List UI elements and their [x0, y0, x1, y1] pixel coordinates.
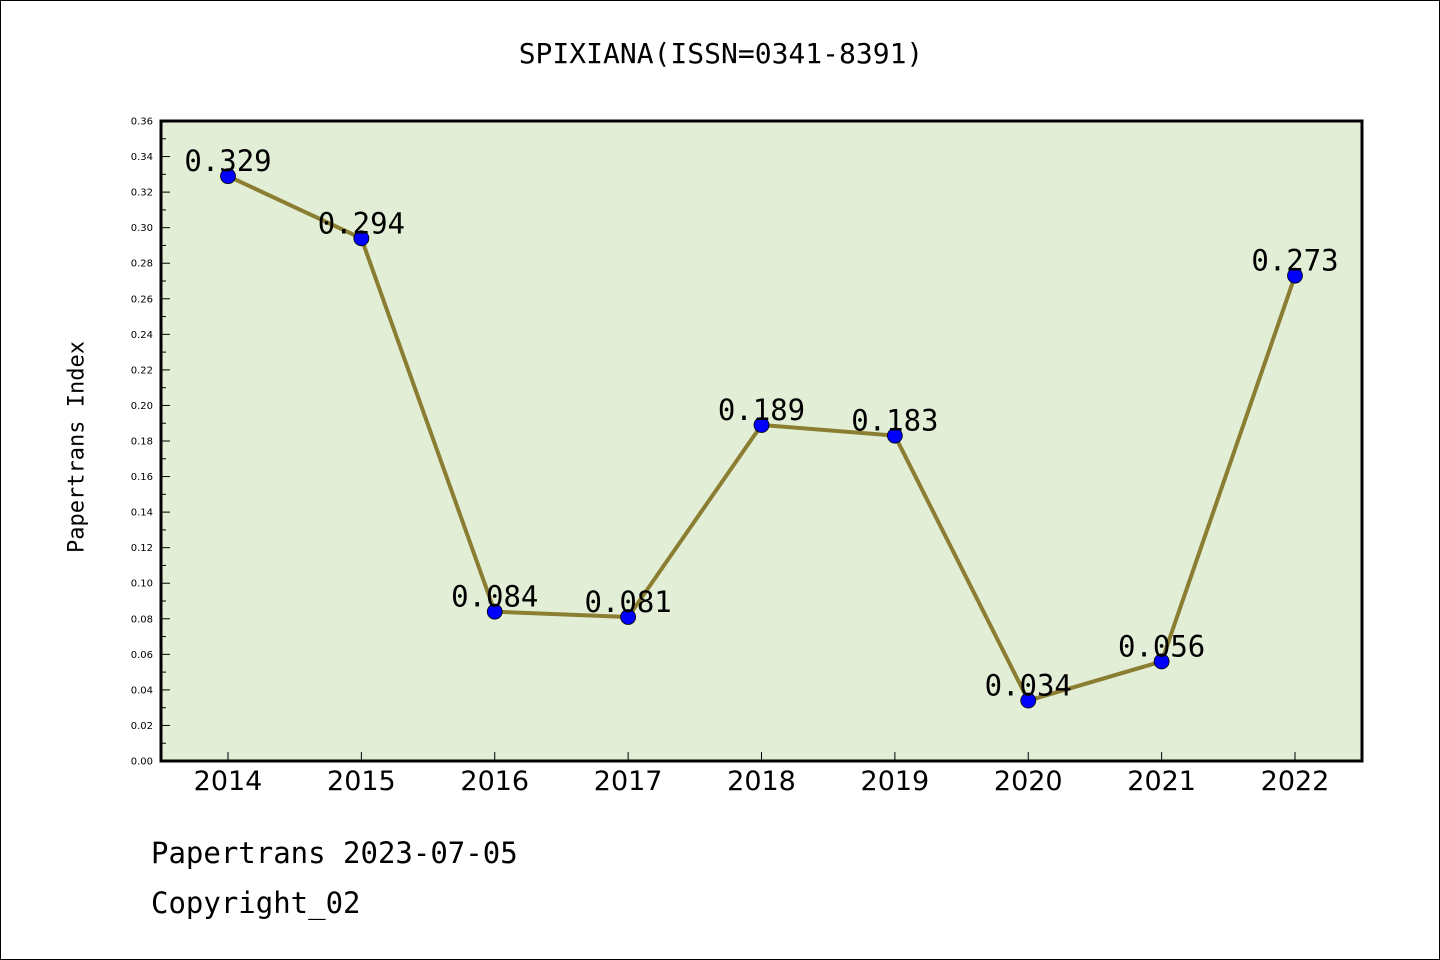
- y-tick-label: 0.20: [131, 401, 153, 412]
- data-label: 0.183: [851, 404, 938, 438]
- y-tick-label: 0.08: [131, 614, 153, 625]
- y-tick-label: 0.04: [131, 685, 153, 696]
- y-tick-label: 0.14: [131, 508, 153, 519]
- x-tick-label: 2017: [594, 766, 663, 797]
- data-label: 0.084: [451, 580, 538, 614]
- y-tick-label: 0.34: [131, 152, 153, 163]
- y-tick-label: 0.18: [131, 437, 153, 448]
- y-tick-label: 0.22: [131, 365, 153, 376]
- footer-copyright-text: Copyright_02: [151, 886, 361, 920]
- data-point-marker: [620, 609, 637, 625]
- y-tick-label: 0.00: [131, 757, 153, 768]
- data-label: 0.056: [1118, 629, 1205, 663]
- x-tick-label: 2020: [994, 766, 1063, 797]
- y-tick-label: 0.30: [131, 223, 153, 234]
- data-point-marker: [1020, 692, 1037, 709]
- data-point-marker: [353, 230, 370, 247]
- data-label: 0.329: [184, 144, 271, 178]
- y-tick-label: 0.12: [131, 543, 153, 554]
- data-point-marker: [486, 603, 503, 620]
- y-tick-label: 0.36: [131, 117, 153, 128]
- y-tick-label: 0.06: [131, 650, 153, 661]
- x-tick-label: 2022: [1261, 766, 1330, 797]
- x-tick-label: 2016: [460, 766, 529, 797]
- x-tick-label: 2018: [727, 766, 796, 797]
- data-point-marker: [220, 168, 236, 185]
- data-point-marker: [886, 427, 903, 444]
- data-point-marker: [1153, 653, 1170, 670]
- data-label: 0.034: [985, 669, 1072, 703]
- data-label: 0.294: [318, 206, 405, 240]
- y-tick-label: 0.10: [131, 579, 153, 590]
- chart-title: SPIXIANA(ISSN=0341-8391): [518, 37, 924, 70]
- y-tick-label: 0.32: [131, 188, 153, 199]
- y-tick-label: 0.16: [131, 472, 153, 483]
- y-tick-label: 0.28: [131, 259, 153, 270]
- footer-date-text: Papertrans 2023-07-05: [151, 836, 518, 870]
- y-tick-label: 0.26: [131, 294, 153, 305]
- plot-frame: [159, 119, 1364, 763]
- x-tick-label: 2014: [194, 766, 263, 797]
- data-label: 0.273: [1251, 244, 1338, 278]
- y-tick-label: 0.24: [131, 330, 153, 341]
- y-tick-label: 0.02: [131, 721, 153, 732]
- x-tick-label: 2021: [1127, 766, 1196, 797]
- data-label: 0.189: [718, 393, 805, 427]
- x-tick-label: 2019: [861, 766, 930, 797]
- data-point-marker: [753, 417, 770, 433]
- data-point-marker: [1287, 267, 1303, 284]
- x-tick-label: 2015: [327, 766, 396, 797]
- data-label: 0.081: [584, 585, 671, 619]
